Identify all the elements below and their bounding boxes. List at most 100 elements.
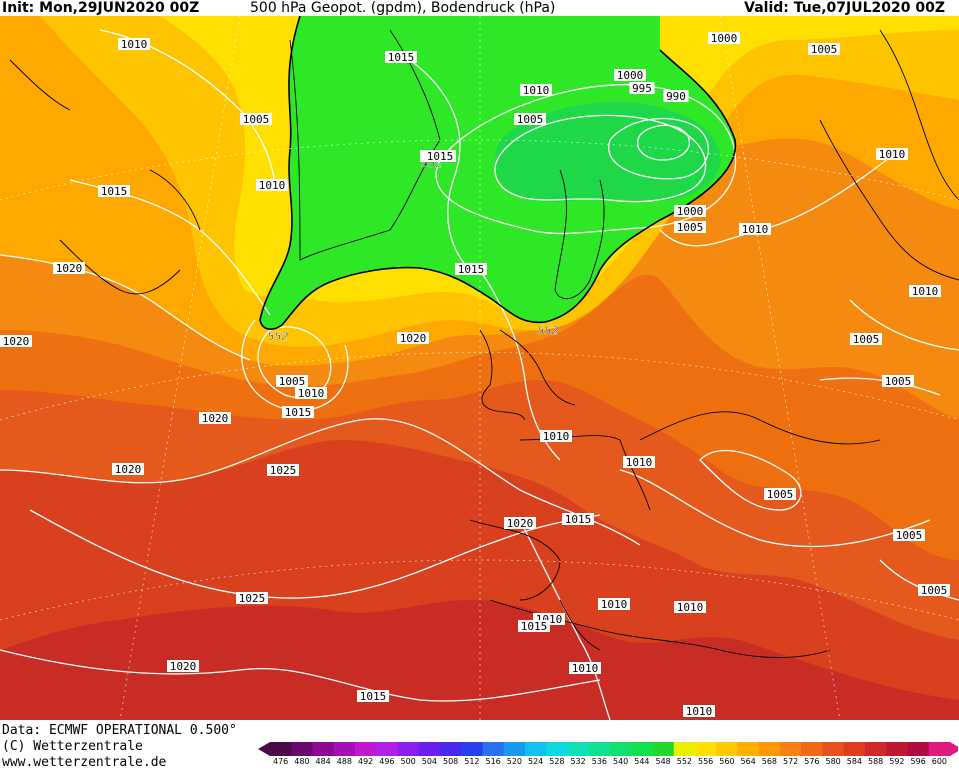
pressure-label-box <box>918 584 950 596</box>
colorbar-swatch <box>291 742 313 756</box>
pressure-label: 1005 <box>896 529 923 542</box>
pressure-label-box <box>256 179 288 191</box>
colorbar-tick-label: 584 <box>846 757 863 766</box>
pressure-label: 1005 <box>811 43 838 56</box>
colorbar-tick-label: 492 <box>357 757 374 766</box>
colorbar-tick-label: 508 <box>442 757 459 766</box>
colorbar-tick-label: 524 <box>527 757 544 766</box>
colorbar-swatch <box>822 742 845 756</box>
pressure-label-box <box>629 82 655 94</box>
pressure-label-box <box>674 601 706 613</box>
pressure-label: 1010 <box>601 598 628 611</box>
colorbar-swatch <box>758 742 781 756</box>
colorbar-swatch <box>865 742 887 756</box>
colorbar-tick-label: 528 <box>549 757 565 766</box>
colorbar-swatch <box>737 742 760 756</box>
pressure-label: 1015 <box>565 513 592 526</box>
pressure-label-box <box>514 113 546 125</box>
pressure-label-box <box>236 592 268 604</box>
pressure-label-box <box>708 32 740 44</box>
data-source: Data: ECMWF OPERATIONAL 0.500° <box>2 723 237 738</box>
colorbar-swatch <box>801 742 823 756</box>
pressure-label: 1015 <box>285 406 312 419</box>
pressure-label: 1020 <box>202 412 229 425</box>
pressure-label: 1020 <box>507 517 534 530</box>
colorbar-tick-label: 564 <box>740 757 756 766</box>
pressure-label: 1020 <box>170 660 197 673</box>
pressure-label: 995 <box>632 82 652 95</box>
colorbar-swatch <box>673 742 696 756</box>
pressure-label: 1010 <box>912 285 939 298</box>
pressure-label-box <box>397 332 429 344</box>
colorbar-tick-label: 532 <box>570 757 586 766</box>
colorbar-swatch <box>780 742 802 756</box>
colorbar-tick-label: 600 <box>931 757 948 766</box>
pressure-label-box <box>876 148 908 160</box>
pressure-label: 1005 <box>853 333 880 346</box>
pressure-label-box <box>739 223 771 235</box>
colorbar-tick-label: 576 <box>804 757 820 766</box>
pressure-label-box <box>518 620 550 632</box>
pressure-label-box <box>424 150 456 162</box>
colorbar-swatch <box>270 742 292 756</box>
colorbar-swatch <box>716 742 738 756</box>
colorbar-swatch <box>333 742 356 756</box>
pressure-label-box <box>623 456 655 468</box>
pressure-label: 1025 <box>270 464 297 477</box>
pressure-label-box <box>520 84 552 96</box>
pressure-label-box <box>674 221 706 233</box>
colorbar-tick-label: 500 <box>400 757 416 766</box>
pressure-label-box <box>598 598 630 610</box>
colorbar-tick-label: 480 <box>294 757 310 766</box>
colorbar-swatch <box>567 742 590 756</box>
pressure-label-box <box>808 43 840 55</box>
colorbar-swatch <box>588 742 611 756</box>
pressure-label: 1010 <box>523 84 550 97</box>
pressure-label: 1010 <box>121 38 148 51</box>
pressure-label: 1005 <box>767 488 794 501</box>
pressure-label-box <box>276 375 308 387</box>
colorbar-swatch <box>631 742 653 756</box>
pressure-label-box <box>909 285 941 297</box>
init-time: Init: Mon,29JUN2020 00Z <box>2 0 200 16</box>
colorbar-swatch <box>461 742 483 756</box>
pressure-label-box <box>764 488 796 500</box>
pressure-label: 1000 <box>711 32 738 45</box>
pressure-label: 1005 <box>279 375 306 388</box>
copyright: (C) Wetterzentrale <box>2 739 143 754</box>
pressure-label: 1025 <box>239 592 266 605</box>
pressure-label-box <box>118 38 150 50</box>
pressure-label: 1010 <box>259 179 286 192</box>
colorbar-tick-label: 560 <box>719 757 735 766</box>
pressure-label-box <box>674 205 706 217</box>
colorbar-tick-label: 520 <box>506 757 523 766</box>
pressure-label-box <box>98 185 130 197</box>
website-url: www.wetterzentrale.de <box>2 755 167 770</box>
pressure-labels: 1010101510001005100099599010101005100510… <box>0 32 950 718</box>
pressure-label-box <box>167 660 199 672</box>
pressure-label-box <box>240 113 272 125</box>
pressure-label: 1015 <box>427 150 454 163</box>
colorbar-swatch <box>312 742 335 756</box>
valid-time: Valid: Tue,07JUL2020 00Z <box>744 0 945 16</box>
colorbar-tick-label: 540 <box>612 757 629 766</box>
colorbar-tick-label: 552 <box>676 757 693 766</box>
pressure-label-box <box>455 263 487 275</box>
pressure-label: 1010 <box>742 223 769 236</box>
pressure-label-box <box>53 262 85 274</box>
colorbar <box>258 742 958 756</box>
colorbar-swatch <box>440 742 462 756</box>
colorbar-tick-label: 556 <box>697 757 714 766</box>
colorbar-swatch <box>482 742 505 756</box>
colorbar-left-arrow <box>258 742 270 756</box>
colorbar-swatch <box>928 742 951 756</box>
colorbar-tick-label: 580 <box>825 757 841 766</box>
pressure-label: 1005 <box>243 113 270 126</box>
colorbar-swatch <box>355 742 377 756</box>
pressure-label: 1005 <box>921 584 948 597</box>
colorbar-swatch <box>397 742 420 756</box>
colorbar-swatch <box>546 742 568 756</box>
pressure-label: 1000 <box>617 69 644 82</box>
colorbar-swatch <box>886 742 908 756</box>
